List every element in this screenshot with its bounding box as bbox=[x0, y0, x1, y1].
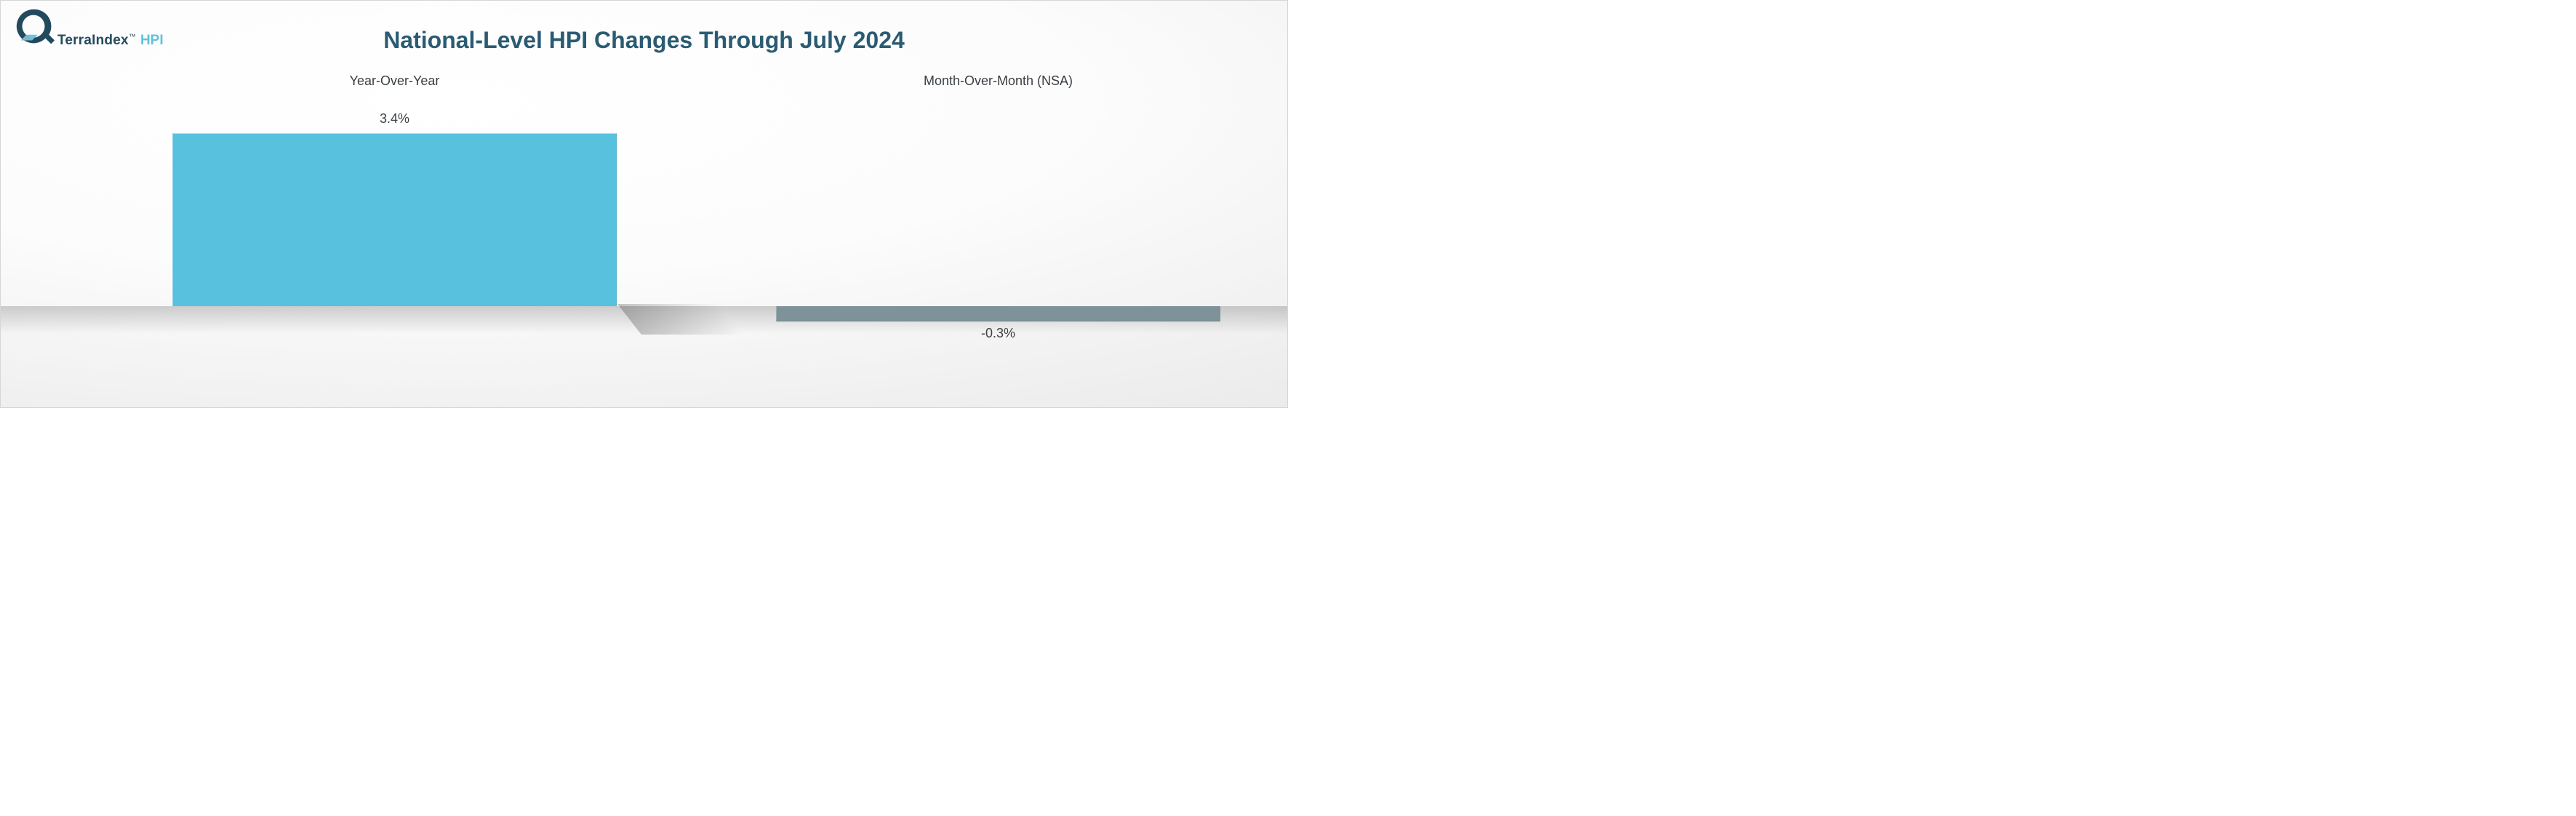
bar-value-yoy: 3.4% bbox=[172, 111, 617, 127]
bar-yoy bbox=[172, 133, 617, 306]
page-title: National-Level HPI Changes Through July … bbox=[1, 27, 1287, 54]
bar-value-mom: -0.3% bbox=[776, 326, 1220, 341]
bar-chart: Year-Over-Year 3.4% Month-Over-Month (NS… bbox=[1, 73, 1287, 393]
infographic-canvas: TerraIndex™ HPI National-Level HPI Chang… bbox=[0, 0, 1288, 408]
bar-col-yoy: Year-Over-Year 3.4% bbox=[172, 73, 617, 393]
bar-mom bbox=[776, 306, 1220, 321]
bar-col-mom: Month-Over-Month (NSA) -0.3% bbox=[776, 73, 1220, 393]
bar-label-yoy: Year-Over-Year bbox=[172, 73, 617, 89]
bar-label-mom: Month-Over-Month (NSA) bbox=[776, 73, 1220, 89]
bar-yoy-shadow bbox=[617, 304, 743, 335]
